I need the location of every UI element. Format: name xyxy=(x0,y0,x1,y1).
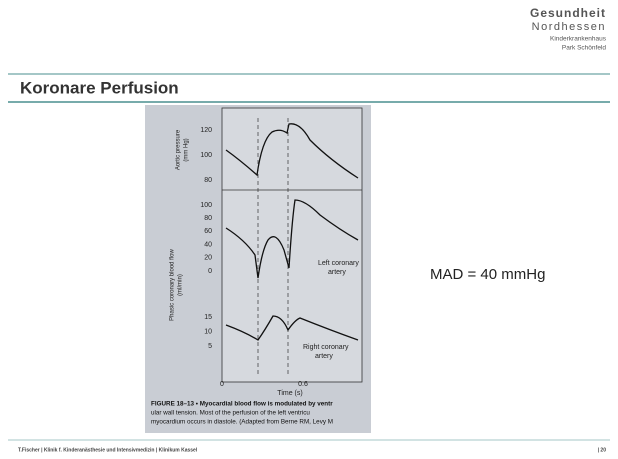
caption: myocardium occurs in diastole. (Adapted … xyxy=(151,419,333,426)
curve-label: Right coronary xyxy=(303,344,349,351)
y-label: (ml/min) xyxy=(178,274,184,296)
tick-label: 0.6 xyxy=(298,381,308,388)
y-label: Aortic pressure xyxy=(176,129,182,170)
curve-label: Left coronary xyxy=(318,260,359,267)
tick-label: 100 xyxy=(200,152,212,159)
caption: ular wall tension. Most of the perfusion… xyxy=(151,410,310,417)
figure-photo: Aortic pressure (mm Hg) Phasic coronary … xyxy=(145,105,371,433)
x-label: Time (s) xyxy=(277,390,302,397)
tick-label: 0 xyxy=(220,381,224,388)
caption: FIGURE 18–13 • Myocardial blood flow is … xyxy=(151,401,333,408)
tick-label: 5 xyxy=(208,343,212,350)
note: MAD = 40 mmHg xyxy=(430,266,545,283)
clinic: Kinderkrankenhaus xyxy=(550,36,607,43)
slide-canvas: Gesundheit Nordhessen Kinderkrankenhaus … xyxy=(0,0,618,459)
slide: Gesundheit Nordhessen Kinderkrankenhaus … xyxy=(0,0,618,459)
tick-label: 0 xyxy=(208,268,212,275)
slide-title: Koronare Perfusion xyxy=(20,78,179,97)
tick-label: 80 xyxy=(204,177,212,184)
tick-label: 80 xyxy=(204,215,212,222)
tick-label: 100 xyxy=(200,202,212,209)
plot-frame xyxy=(222,108,362,382)
tick-label: 15 xyxy=(204,314,212,321)
tick-label: 20 xyxy=(204,255,212,262)
curve-label: artery xyxy=(315,353,333,360)
brand-sub: Nordhessen xyxy=(532,21,606,33)
footer-left: T.Fischer | Klinik f. Kinderanästhesie u… xyxy=(18,447,198,453)
tick-label: 120 xyxy=(200,127,212,134)
y-label: Phasic coronary blood flow xyxy=(170,248,176,320)
tick-label: 40 xyxy=(204,241,212,248)
curve-label: artery xyxy=(328,269,346,276)
brand: Gesundheit xyxy=(530,6,606,20)
tick-label: 60 xyxy=(204,228,212,235)
footer-right: | 20 xyxy=(598,447,607,453)
y-label: (mm Hg) xyxy=(184,138,190,161)
place: Park Schönfeld xyxy=(562,45,606,52)
tick-label: 10 xyxy=(204,328,212,335)
